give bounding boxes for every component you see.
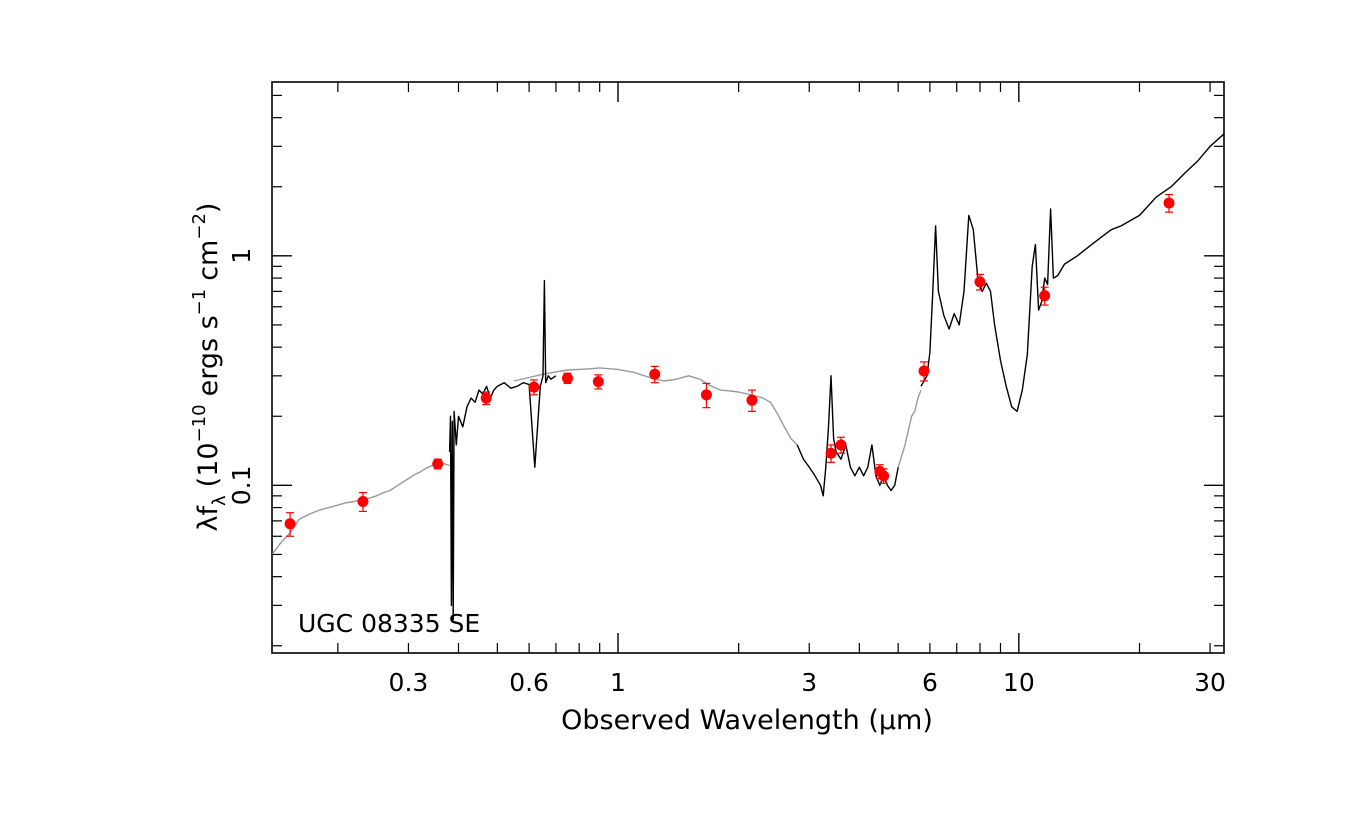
model-spectrum-line-1	[513, 367, 798, 446]
data-point-13	[878, 470, 890, 482]
y-axis-title: λfλ (10−10 ergs s−1 cm−2)	[189, 203, 230, 532]
x-tick-label-5: 10	[1003, 668, 1035, 697]
data-point-6	[592, 376, 604, 388]
data-point-3	[480, 392, 492, 404]
photometry-point-13	[878, 468, 890, 484]
observed-spectrum-line-3	[448, 279, 557, 621]
photometry-point-16	[1039, 286, 1051, 306]
photometry-point-8	[700, 382, 712, 409]
x-axis-title: Observed Wavelength (μm)	[561, 705, 933, 736]
y-axis-title-close: )	[193, 203, 224, 214]
y-axis-title-exponent-3: −2	[189, 213, 210, 240]
model-spectrum-line-2	[897, 389, 922, 468]
data-point-9	[746, 394, 758, 406]
y-axis-title-cm: cm	[193, 240, 224, 281]
photometry-point-6	[592, 374, 604, 390]
data-point-4	[528, 381, 540, 393]
data-point-10	[825, 447, 837, 459]
data-point-11	[835, 439, 847, 451]
x-tick-label-0: 0.3	[389, 668, 429, 697]
y-axis-title-prefix: (10	[193, 442, 224, 487]
y-axis-title-main: λf	[193, 504, 224, 531]
y-axis-title-ergs: ergs s	[193, 315, 224, 396]
data-point-0	[284, 518, 296, 530]
model-spectrum-line-0	[272, 462, 450, 555]
axes: 0.3 0.6 1 3 6 10 30 0.1 1	[227, 82, 1226, 697]
data-point-7	[649, 368, 661, 380]
x-tick-label-6: 30	[1194, 668, 1226, 697]
data-point-1	[357, 496, 369, 508]
photometry-point-14	[918, 361, 930, 382]
data-point-2	[432, 458, 444, 470]
photometry-point-9	[746, 389, 758, 412]
data-point-17	[1163, 197, 1175, 209]
y-axis-title-exponent-1: −10	[189, 404, 210, 442]
y-axis-title-exponent-2: −1	[189, 289, 210, 316]
data-point-15	[974, 276, 986, 288]
x-tick-label-3: 3	[801, 668, 817, 697]
y-tick-label-1: 1	[227, 248, 256, 264]
x-tick-label-1: 0.6	[509, 668, 549, 697]
photometry-point-2	[432, 458, 444, 470]
photometry-point-4	[528, 379, 540, 396]
data-point-16	[1039, 290, 1051, 302]
x-tick-label-4: 6	[922, 668, 938, 697]
photometry-point-3	[480, 391, 492, 406]
data-point-8	[700, 389, 712, 401]
plot-frame	[271, 81, 1225, 654]
photometry-point-15	[974, 273, 986, 291]
photometry-point-5	[561, 372, 573, 385]
object-name-annotation: UGC 08335 SE	[298, 609, 480, 638]
observed-spectrum-line-5	[920, 133, 1224, 413]
x-tick-label-2: 1	[610, 668, 626, 697]
photometry-point-17	[1163, 193, 1175, 213]
plot-area	[272, 133, 1224, 621]
data-point-5	[561, 372, 573, 384]
photometry-point-1	[357, 491, 369, 512]
y-tick-label-0: 0.1	[227, 465, 256, 505]
photometry-point-7	[649, 365, 661, 384]
data-point-14	[918, 365, 930, 377]
plot-border	[271, 81, 1225, 654]
photometry-point-11	[835, 436, 847, 454]
y-axis-title-subscript: λ	[209, 495, 230, 506]
photometry-point-0	[284, 512, 296, 537]
photometry-point-10	[825, 444, 837, 463]
